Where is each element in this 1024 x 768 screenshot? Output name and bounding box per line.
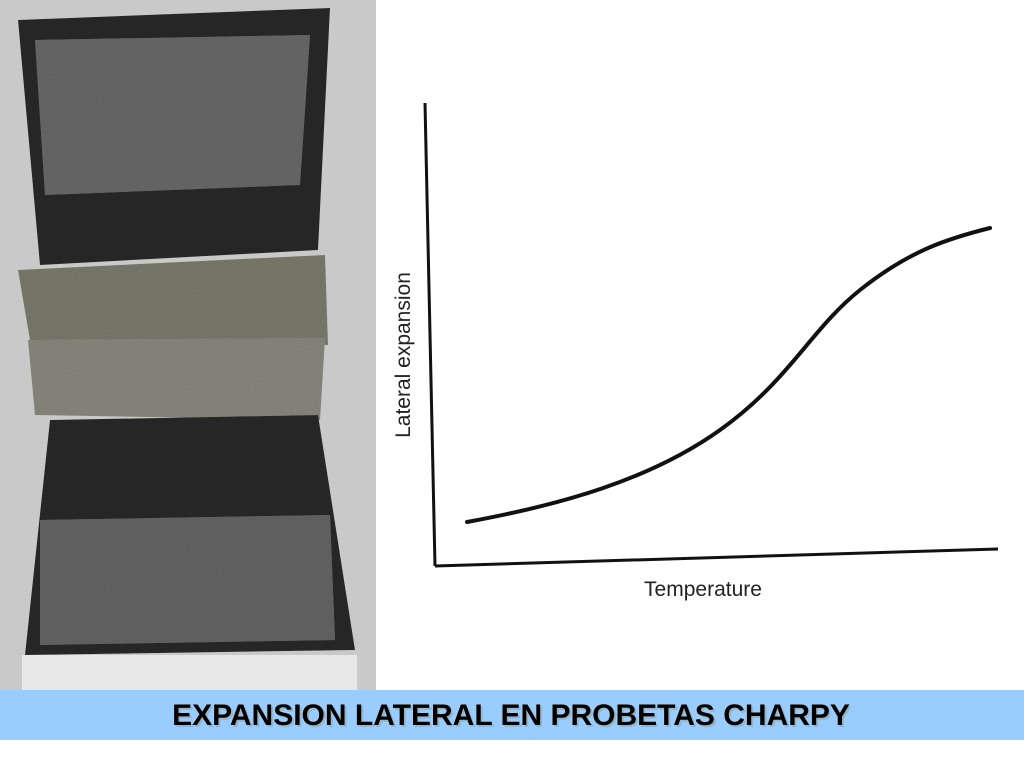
x-axis (434, 547, 999, 568)
schematic-chart: Lateral expansion Temperature (392, 102, 999, 601)
specimen-photo (0, 0, 376, 690)
title-shadow: EXPANSION LATERAL EN PROBETAS CHARPY (174, 701, 852, 734)
curve (465, 226, 992, 524)
x-axis-label: Temperature (644, 578, 762, 601)
slide-title: EXPANSION LATERAL EN PROBETAS CHARPY (172, 699, 850, 732)
title-banner (0, 690, 1024, 740)
y-axis (423, 102, 437, 567)
y-axis-label: Lateral expansion (392, 272, 415, 438)
